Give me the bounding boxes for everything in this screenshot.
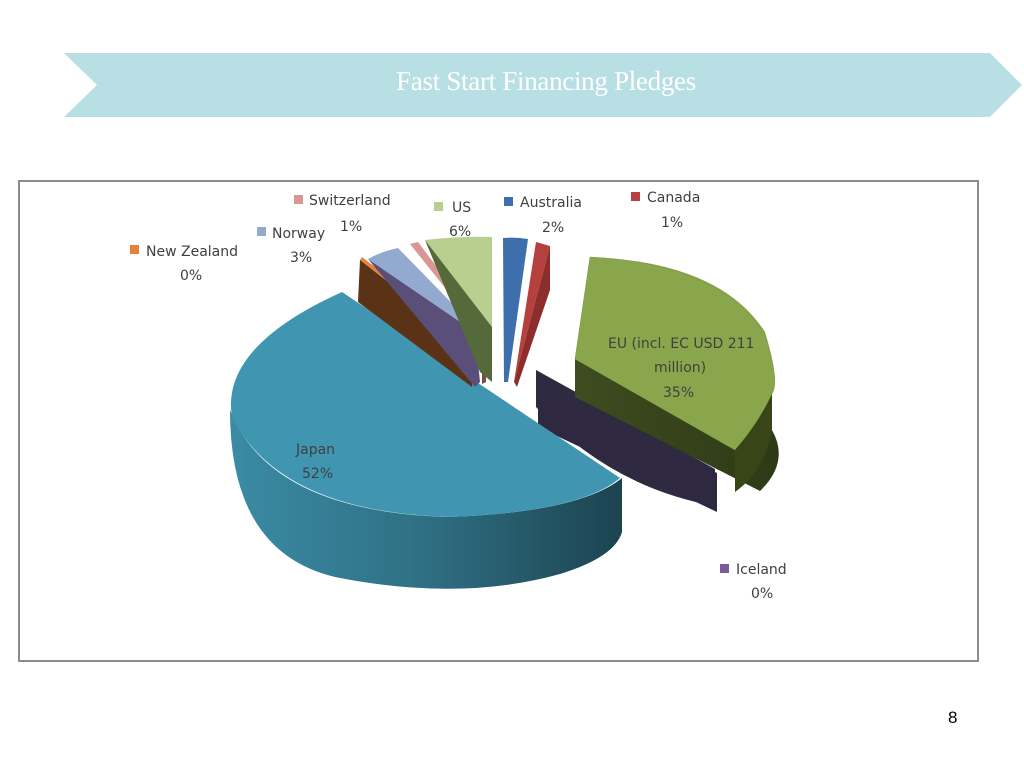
svg-text:2%: 2% — [542, 220, 564, 236]
svg-text:Iceland: Iceland — [736, 562, 787, 578]
slice-australia — [503, 237, 528, 382]
label-canada: Canada 1% — [631, 190, 700, 231]
slice-us — [425, 236, 492, 382]
label-norway: Norway 3% — [257, 226, 325, 266]
banner-chevron-shape — [64, 53, 1022, 117]
svg-text:Norway: Norway — [272, 226, 325, 242]
label-us: US 6% — [434, 200, 471, 240]
label-eu-line1: EU (incl. EC USD 211 — [608, 336, 754, 352]
label-eu: EU (incl. EC USD 211 million) 35% — [608, 336, 754, 401]
svg-text:Australia: Australia — [520, 195, 582, 211]
svg-text:35%: 35% — [663, 385, 694, 401]
svg-text:1%: 1% — [661, 215, 683, 231]
svg-text:0%: 0% — [180, 268, 202, 284]
svg-text:6%: 6% — [449, 224, 471, 240]
slice-norway — [368, 248, 480, 387]
slide-title: Fast Start Financing Pledges — [396, 66, 696, 96]
page-number: 8 — [948, 708, 958, 727]
svg-text:52%: 52% — [302, 466, 333, 482]
svg-text:US: US — [452, 200, 471, 216]
label-iceland: Iceland 0% — [720, 562, 787, 602]
svg-text:3%: 3% — [290, 250, 312, 266]
svg-text:Canada: Canada — [647, 190, 700, 206]
slice-iceland — [538, 388, 717, 512]
label-japan: Japan 52% — [295, 442, 335, 482]
chart-frame: Switzerland 1% US 6% Australia 2% Canada… — [18, 180, 979, 662]
svg-text:0%: 0% — [751, 586, 773, 602]
label-switzerland: Switzerland 1% — [294, 193, 391, 235]
svg-text:Switzerland: Switzerland — [309, 193, 391, 209]
slice-canada — [514, 242, 550, 387]
label-eu-line2: million) — [654, 360, 706, 376]
label-new-zealand: New Zealand 0% — [130, 244, 238, 284]
svg-text:New Zealand: New Zealand — [146, 244, 238, 260]
svg-text:Japan: Japan — [295, 442, 335, 458]
title-banner — [64, 53, 1022, 117]
svg-text:1%: 1% — [340, 219, 362, 235]
slice-japan — [230, 292, 622, 589]
pie-chart: Switzerland 1% US 6% Australia 2% Canada… — [130, 190, 787, 602]
label-australia: Australia 2% — [504, 195, 582, 236]
